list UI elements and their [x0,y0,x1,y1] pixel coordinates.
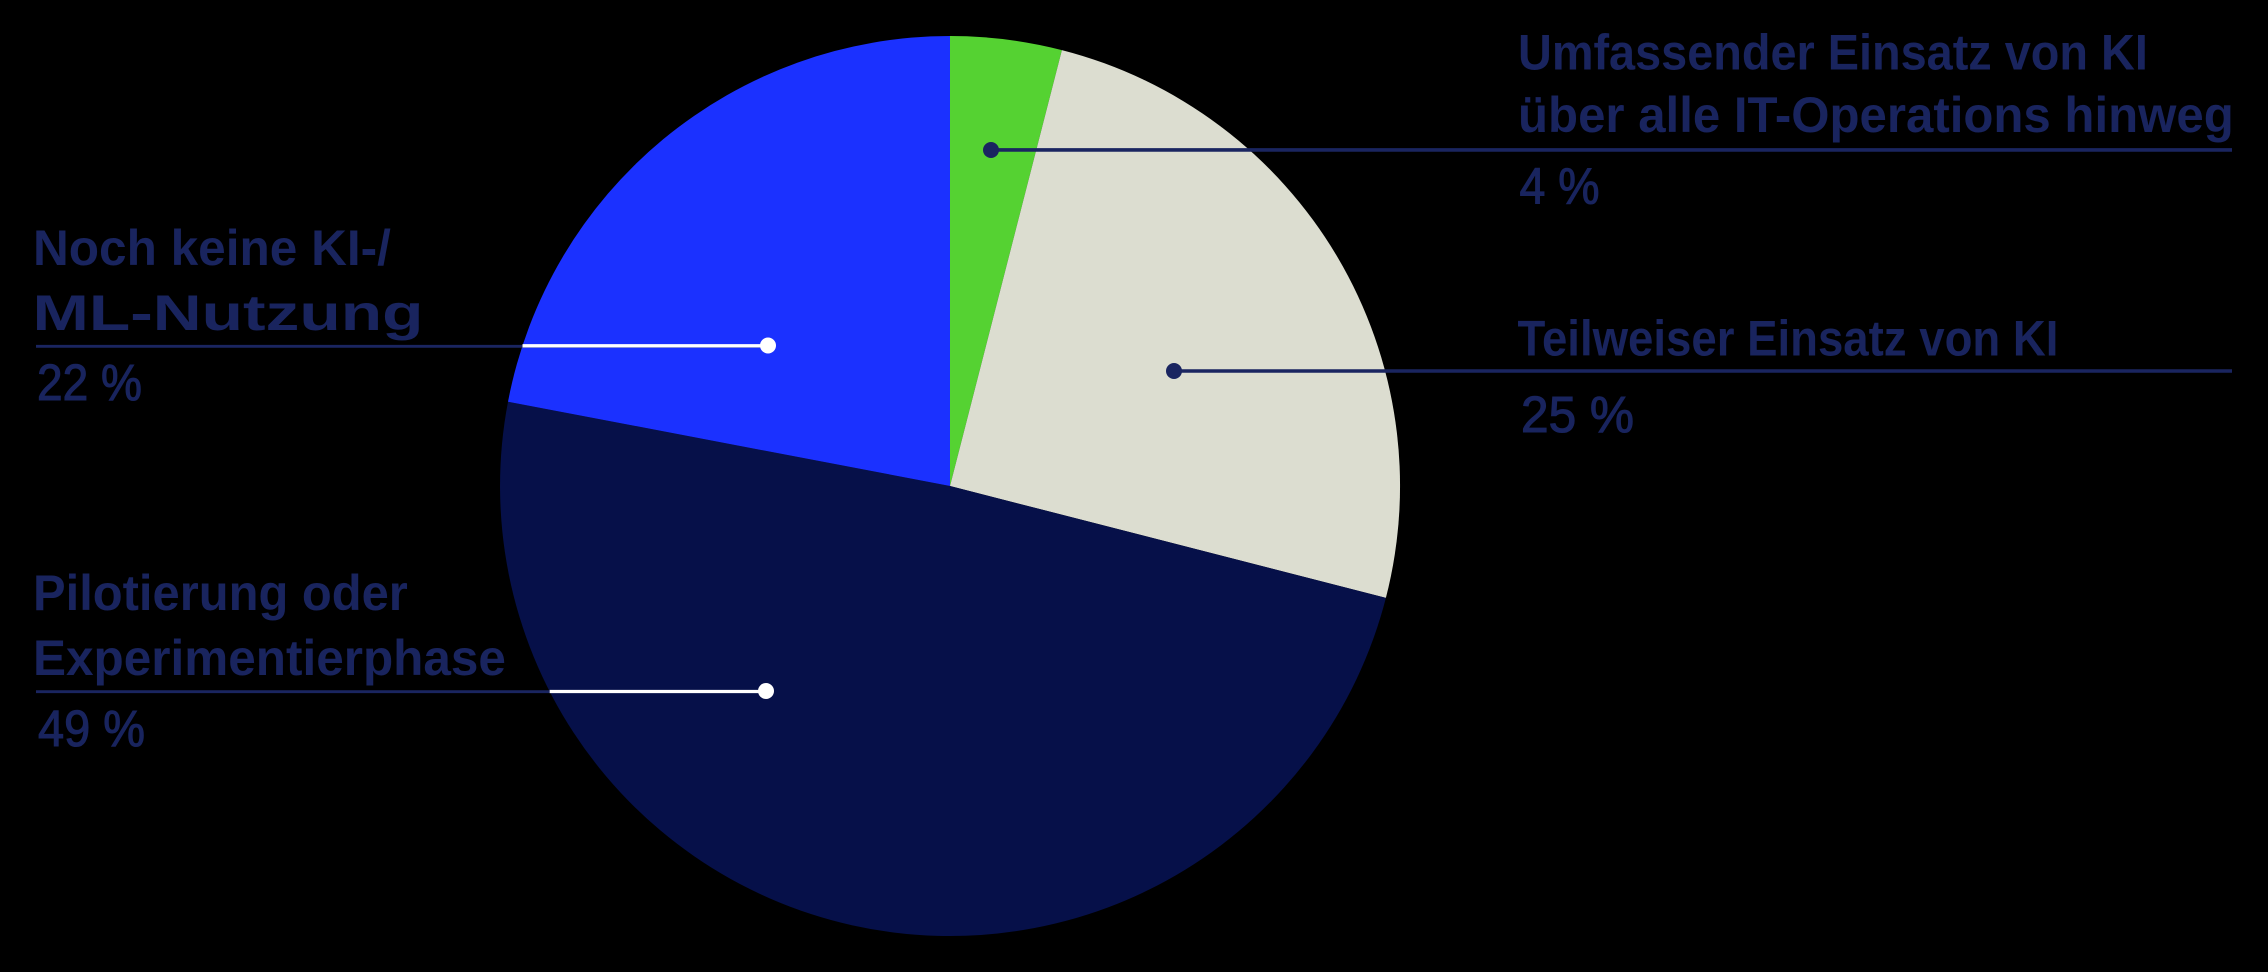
svg-text:ML-Nutzung: ML-Nutzung [33,285,424,341]
svg-text:Noch keine KI-/: Noch keine KI-/ [33,220,391,276]
svg-text:Umfassender Einsatz von KI: Umfassender Einsatz von KI [1518,25,2148,81]
svg-text:Pilotierung oder: Pilotierung oder [33,566,408,622]
svg-text:22 %: 22 % [37,355,142,412]
svg-text:über alle IT-Operations hinweg: über alle IT-Operations hinweg [1518,87,2234,143]
svg-text:49 %: 49 % [38,701,145,757]
svg-text:Experimentierphase: Experimentierphase [33,630,506,686]
svg-text:4 %: 4 % [1520,158,1600,214]
svg-text:Teilweiser Einsatz von KI: Teilweiser Einsatz von KI [1518,312,2059,367]
svg-text:25 %: 25 % [1521,385,1634,443]
